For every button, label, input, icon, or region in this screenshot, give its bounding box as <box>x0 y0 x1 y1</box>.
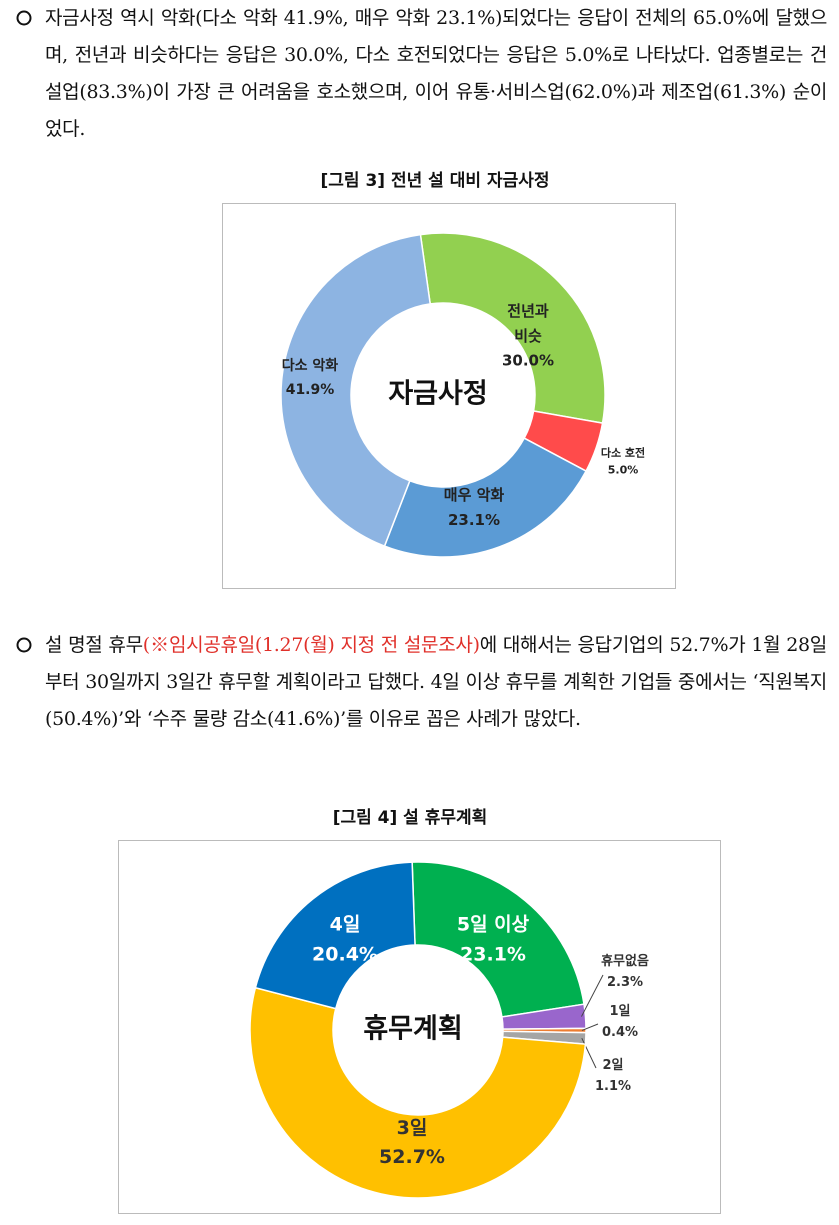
chart-title: [그림 4] 설 휴무계획 <box>333 807 488 828</box>
slice-label: 매우 악화 <box>444 486 505 504</box>
donut-slice <box>280 233 432 548</box>
slice-value-label: 2.3% <box>607 975 643 990</box>
donut-slice <box>254 861 416 1010</box>
chart-frame <box>222 203 676 589</box>
slice-label: 다소 호전 <box>601 446 645 460</box>
bullet <box>16 637 32 653</box>
slice-label: 1일 <box>609 1004 630 1019</box>
donut-slice <box>419 232 606 424</box>
slice-label: 2일 <box>602 1058 623 1073</box>
slice-value-label: 0.4% <box>602 1025 638 1040</box>
text: 자금사정 역시 악화(다소 악화 41.9%, 매우 악화 23.1%)되었다는… <box>45 7 827 140</box>
slice-value-label: 20.4% <box>312 944 378 966</box>
text: 에 대해서는 응답기업의 52.7%가 1월 28일부터 30일까지 3일간 휴… <box>45 634 827 730</box>
slice-value-label: 41.9% <box>286 382 335 398</box>
paragraph: 자금사정 역시 악화(다소 악화 41.9%, 매우 악화 23.1%)되었다는… <box>45 0 827 148</box>
center-label: 자금사정 <box>388 379 487 410</box>
bullet <box>16 10 32 26</box>
slice-value-label: 52.7% <box>379 1146 445 1168</box>
leader-line <box>581 1037 597 1069</box>
text: 설 명절 휴무 <box>45 634 143 656</box>
paragraph: 설 명절 휴무(※임시공휴일(1.27(월) 지정 전 설문조사)에 대해서는 … <box>45 627 827 738</box>
slice-label: 다소 악화 <box>282 357 339 374</box>
slice-label: 5일 이상 <box>457 914 530 936</box>
slice-label: 전년과 비슷 <box>507 302 549 345</box>
slice-value-label: 23.1% <box>448 511 500 529</box>
slice-value-label: 1.1% <box>595 1079 631 1094</box>
slice-value-label: 5.0% <box>608 464 639 477</box>
slice-label: 4일 <box>330 914 361 936</box>
slice-value-label: 30.0% <box>502 352 554 370</box>
leader-line <box>581 1023 599 1031</box>
donut-slice <box>249 986 587 1199</box>
leader-line <box>581 974 604 1017</box>
text-highlight: (※임시공휴일(1.27(월) 지정 전 설문조사) <box>142 634 480 656</box>
chart-frame <box>118 840 721 1214</box>
slice-label: 3일 <box>397 1117 428 1139</box>
donut-slice <box>411 861 585 1018</box>
center-label: 휴무계획 <box>363 1014 462 1045</box>
donut-slice <box>383 437 588 558</box>
chart-title: [그림 3] 전년 설 대비 자금사정 <box>321 171 550 191</box>
slice-value-label: 23.1% <box>460 944 526 966</box>
slice-label: 휴무없음 <box>601 953 649 969</box>
